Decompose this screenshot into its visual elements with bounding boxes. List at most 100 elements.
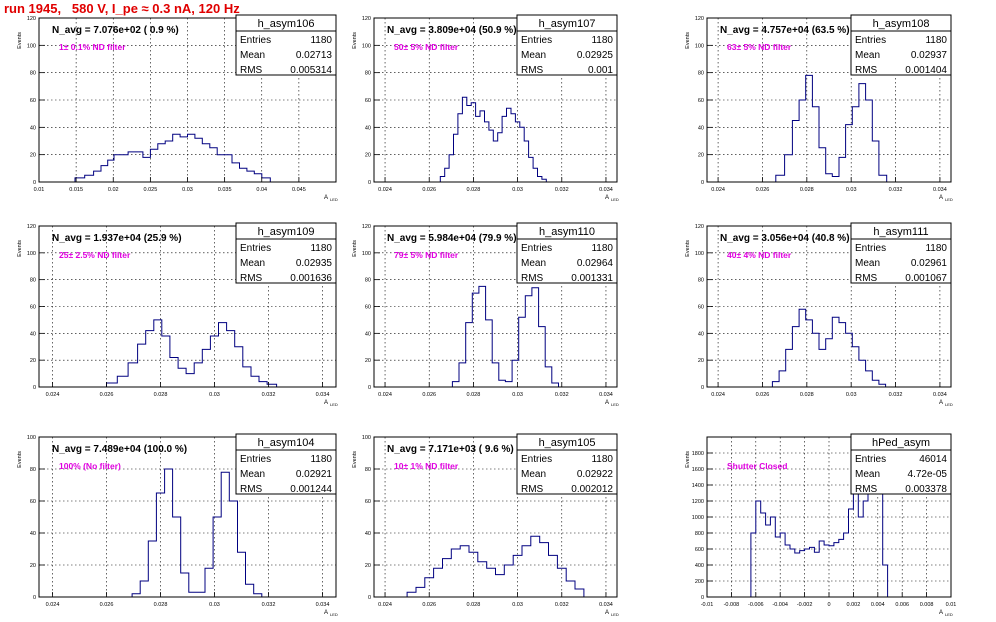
stats-label: RMS [855, 273, 878, 284]
x-tick-label: 0.03 [512, 187, 523, 193]
x-tick-label: 0.026 [100, 602, 114, 608]
stats-label: Mean [521, 469, 546, 480]
panel-title: N_avg = 7.489e+04 (100.0 %) [52, 444, 187, 455]
stats-label: Entries [521, 243, 552, 254]
y-axis-title: Events [17, 451, 23, 468]
x-tick-label: 0.026 [422, 602, 436, 608]
y-tick-label: 0 [368, 180, 371, 186]
y-axis-title: Events [352, 32, 358, 49]
stats-name: h_asym104 [258, 437, 315, 449]
y-tick-label: 20 [365, 153, 371, 159]
filter-annotation: 25± 2.5% ND filter [59, 250, 131, 260]
x-tick-label: 0.035 [218, 187, 232, 193]
y-tick-label: 0 [701, 385, 704, 391]
stats-name: hPed_asym [872, 437, 930, 449]
stats-name: h_asym107 [539, 18, 596, 30]
y-tick-label: 80 [698, 278, 704, 284]
y-tick-label: 1000 [692, 515, 704, 521]
x-tick-label: -0.006 [748, 602, 764, 608]
x-axis-title: A [605, 400, 609, 406]
x-tick-label: 0.008 [920, 602, 934, 608]
y-tick-label: 60 [365, 305, 371, 311]
y-tick-label: 20 [30, 153, 36, 159]
histogram-panel: 0.024 0.026 0.028 0.03 0.032 0.034 0 20 40 60 80 10… [685, 222, 953, 407]
y-tick-label: 400 [695, 563, 704, 569]
x-tick-label: 0.028 [154, 392, 168, 398]
histogram-panel: 0.024 0.026 0.028 0.03 0.032 0.034 0 20 40 60 80 10… [352, 433, 619, 617]
y-tick-label: 800 [695, 531, 704, 537]
y-tick-label: 60 [30, 305, 36, 311]
x-tick-label: 0.01 [34, 187, 45, 193]
y-tick-label: 0 [33, 385, 36, 391]
stats-value: 1180 [591, 454, 613, 465]
y-tick-label: 40 [30, 331, 36, 337]
x-tick-label: 0.026 [422, 392, 436, 398]
x-tick-label: 0.024 [378, 187, 392, 193]
stats-label: Mean [240, 258, 265, 269]
y-tick-label: 120 [362, 16, 371, 22]
x-tick-label: 0.028 [800, 187, 814, 193]
x-tick-label: 0.026 [756, 187, 770, 193]
histogram-line [439, 96, 547, 182]
y-tick-label: 20 [698, 358, 704, 364]
stats-name: h_asym108 [873, 18, 930, 30]
histogram-panel: -0.01 -0.008 -0.006 -0.004 -0.002 0 0.002 0.004… [685, 433, 956, 617]
histogram-panel: 0.01 0.015 0.02 0.025 0.03 0.035 0.04 0.045 0 20 4… [17, 14, 338, 202]
x-tick-label: 0.032 [262, 392, 276, 398]
x-tick-label: 0.03 [846, 187, 857, 193]
x-tick-label: 0.032 [555, 602, 569, 608]
histogram-panel: 0.024 0.026 0.028 0.03 0.032 0.034 0 20 40 60 80 10… [685, 14, 953, 202]
y-tick-label: 20 [30, 563, 36, 569]
y-axis-title: Events [685, 451, 691, 468]
stats-box [235, 222, 337, 284]
stats-label: Mean [521, 50, 546, 61]
y-tick-label: 120 [27, 224, 36, 230]
y-tick-label: 0 [33, 595, 36, 601]
y-tick-label: 20 [698, 153, 704, 159]
y-tick-label: 40 [30, 125, 36, 131]
stats-box [235, 14, 337, 76]
y-axis-title: Events [352, 451, 358, 468]
x-tick-label: 0.032 [555, 187, 569, 193]
x-tick-label: 0.045 [292, 187, 306, 193]
stats-label: Entries [855, 454, 886, 465]
x-axis-subscript: LED [330, 197, 338, 202]
panel-title: N_avg = 3.056e+04 (40.8 %) [720, 233, 850, 244]
y-tick-label: 100 [362, 43, 371, 49]
stats-label: Entries [855, 243, 886, 254]
y-tick-label: 100 [27, 251, 36, 257]
stats-label: RMS [521, 65, 544, 76]
stats-value: 1180 [310, 35, 332, 46]
stats-label: Entries [240, 454, 271, 465]
stats-label: RMS [521, 273, 544, 284]
stats-label: Mean [240, 50, 265, 61]
y-tick-label: 80 [365, 71, 371, 77]
x-tick-label: 0.034 [599, 187, 613, 193]
x-tick-label: 0.028 [467, 602, 481, 608]
y-tick-label: 60 [365, 98, 371, 104]
x-axis-title: A [605, 195, 609, 201]
x-tick-label: 0.034 [316, 602, 330, 608]
filter-annotation: 10± 1% ND filter [394, 461, 459, 471]
stats-value: 0.001331 [571, 273, 613, 284]
stats-value: 0.003378 [905, 484, 947, 495]
y-tick-label: 20 [365, 358, 371, 364]
plot-frame [38, 436, 337, 598]
x-axis-title: A [324, 195, 328, 201]
filter-annotation: 100% (No filter) [59, 461, 121, 471]
stats-name: h_asym109 [258, 226, 315, 238]
x-tick-label: 0.026 [756, 392, 770, 398]
panel-title: N_avg = 7.171e+03 ( 9.6 %) [387, 444, 514, 455]
x-tick-label: 0.04 [256, 187, 267, 193]
histogram-line [771, 308, 887, 387]
y-tick-label: 80 [30, 278, 36, 284]
x-tick-label: 0.03 [846, 392, 857, 398]
y-tick-label: 100 [362, 435, 371, 441]
x-tick-label: 0.03 [209, 392, 220, 398]
x-tick-label: 0.03 [182, 187, 193, 193]
stats-value: 1180 [310, 243, 332, 254]
y-tick-label: 40 [365, 331, 371, 337]
stats-value: 0.001244 [290, 484, 332, 495]
panel-title: N_avg = 4.757e+04 (63.5 %) [720, 25, 850, 36]
x-axis-title: A [939, 195, 943, 201]
